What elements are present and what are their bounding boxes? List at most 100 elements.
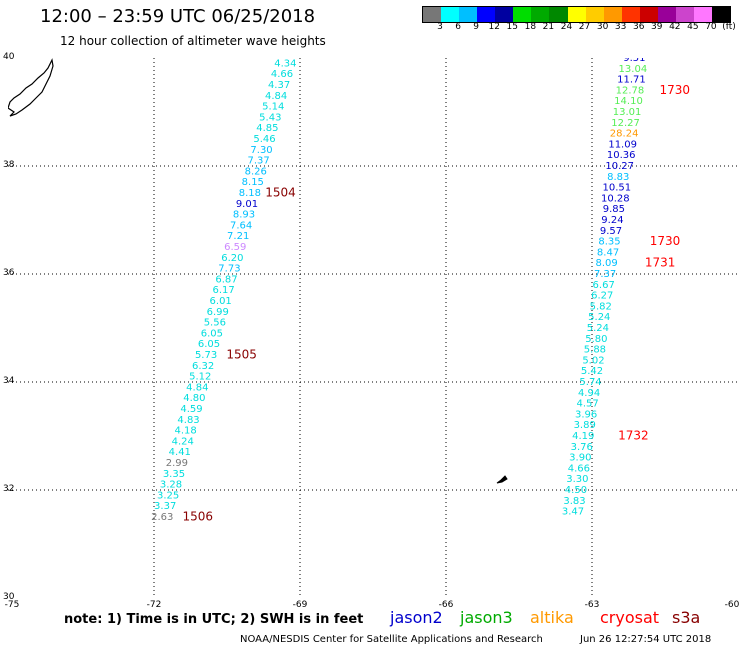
- colorbar-label: 12: [488, 22, 500, 32]
- colorbar-swatch: [639, 7, 658, 22]
- colorbar-label: 30: [596, 22, 609, 32]
- colorbar-label: 36: [632, 22, 645, 32]
- wave-height-value: 5.82: [590, 301, 612, 312]
- colorbar-label: 15: [506, 22, 519, 32]
- latitude-tick-label: 30: [3, 592, 15, 602]
- wave-height-value: 7.37: [248, 156, 270, 167]
- wave-height-value: 6.27: [591, 291, 613, 302]
- credit-line: NOAA/NESDIS Center for Satellite Applica…: [240, 634, 543, 645]
- colorbar-swatch: [675, 7, 694, 22]
- wave-height-value: 13.01: [613, 107, 642, 118]
- wave-height-value: 4.84: [186, 382, 208, 393]
- wave-height-value: 9.01: [236, 199, 258, 210]
- colorbar-label: 42: [669, 22, 681, 32]
- units-note: note: 1) Time is in UTC; 2) SWH is in fe…: [64, 612, 364, 627]
- wave-height-value: 5.56: [204, 318, 226, 329]
- wave-height-value: 7.37: [594, 269, 616, 280]
- colorbar-swatch: [567, 7, 586, 22]
- longitude-tick-label: -72: [146, 600, 162, 610]
- wave-height-value: 8.47: [597, 247, 619, 258]
- wave-height-value: 3.28: [160, 480, 182, 491]
- wave-height-value: 14.10: [614, 96, 643, 107]
- coastline-outline: [8, 58, 54, 117]
- pass-time-label: 1504: [265, 186, 296, 200]
- wave-height-value: 11.09: [608, 139, 637, 150]
- wave-height-value: 5.88: [584, 345, 606, 356]
- wave-height-value: 6.32: [192, 361, 214, 372]
- colorbar-labels: 3 6 9 12 15 18 21 24 27 30 33 36 39 42 45 70 (ft): [422, 22, 738, 34]
- colorbar-swatch: [423, 7, 442, 22]
- colorbar-swatch: [459, 7, 478, 22]
- wave-height-value: 5.43: [259, 112, 281, 123]
- colorbar-swatch: [585, 7, 604, 22]
- wave-height-value: 2.99: [166, 458, 188, 469]
- wave-height-value: 6.67: [593, 280, 615, 291]
- longitude-tick-label: -63: [584, 600, 600, 610]
- wave-height-value: 6.99: [207, 307, 229, 318]
- colorbar-label: 9: [473, 22, 480, 32]
- colorbar-swatch: [441, 7, 460, 22]
- satellite-legend-altika: altika: [530, 608, 574, 627]
- wave-height-value: 6.01: [210, 296, 232, 307]
- wave-height-value: 9.57: [600, 226, 622, 237]
- wave-height-value: 3.90: [569, 453, 591, 464]
- latitude-tick-label: 36: [3, 268, 15, 278]
- wave-height-value: 3.25: [157, 490, 179, 501]
- wave-height-value: 8.83: [607, 172, 629, 183]
- latitude-tick-label: 38: [3, 160, 15, 170]
- wave-height-value: 4.57: [576, 399, 598, 410]
- wave-height-value: 10.27: [605, 161, 634, 172]
- colorbar-swatch: [712, 7, 731, 22]
- wave-height-value: 5.12: [189, 372, 211, 383]
- wave-height-value: 4.34: [274, 58, 296, 69]
- wave-height-value: 28.24: [610, 129, 639, 140]
- longitude-tick-label: -69: [292, 600, 308, 610]
- latitude-tick-label: 40: [3, 52, 15, 62]
- colorbar-swatch: [603, 7, 622, 22]
- wave-height-value: 7.64: [230, 220, 252, 231]
- wave-height-value: 8.09: [595, 258, 617, 269]
- wave-height-value: 12.27: [611, 118, 640, 129]
- wave-height-value: 6.59: [224, 242, 246, 253]
- wave-height-value: 11.71: [617, 75, 646, 86]
- colorbar-label: 70: [705, 22, 717, 32]
- wave-height-value: 3.76: [571, 442, 593, 453]
- wave-height-value: 4.41: [169, 447, 191, 458]
- colorbar-swatch: [693, 7, 712, 22]
- wave-height-value: 10.51: [602, 183, 631, 194]
- wave-height-value: 4.18: [175, 426, 197, 437]
- colorbar-swatch: [621, 7, 640, 22]
- wave-height-value: 9.24: [601, 215, 623, 226]
- wave-height-value: 8.15: [242, 177, 264, 188]
- wave-height-value: 12.78: [616, 85, 645, 96]
- page-title: 12:00 – 23:59 UTC 06/25/2018: [40, 6, 316, 27]
- wave-height-value: 8.18: [239, 188, 261, 199]
- longitude-tick-label: -60: [724, 600, 740, 610]
- wave-height-value: 7.73: [218, 264, 240, 275]
- wave-height-value: 4.80: [183, 393, 205, 404]
- wave-height-value: 3.35: [163, 469, 185, 480]
- colorbar-label: 27: [578, 22, 591, 32]
- wave-height-value: 10.36: [607, 150, 636, 161]
- wave-height-value: 4.83: [177, 415, 199, 426]
- wave-height-value: 5.80: [585, 334, 607, 345]
- wave-height-value: 6.20: [221, 253, 243, 264]
- wave-height-value: 7.30: [250, 145, 272, 156]
- wave-height-value: 4.66: [568, 463, 590, 474]
- wave-height-value: 13.04: [619, 64, 648, 75]
- wave-height-value: 3.96: [575, 409, 597, 420]
- wave-height-value: 8.26: [245, 166, 267, 177]
- wave-height-value: 3.89: [574, 420, 596, 431]
- wave-height-value: 5.42: [581, 366, 603, 377]
- colorbar-label: 39: [651, 22, 663, 32]
- colorbar-label: (ft): [722, 22, 736, 32]
- generated-timestamp: Jun 26 12:27:54 UTC 2018: [580, 634, 712, 645]
- pass-time-label: 1730: [650, 234, 681, 248]
- wave-height-value: 5.73: [195, 350, 217, 361]
- wave-height-value: 5.46: [253, 134, 275, 145]
- longitude-tick-label: -75: [4, 600, 20, 610]
- wave-height-value: 5.74: [579, 377, 601, 388]
- wave-height-value: 4.19: [572, 431, 594, 442]
- wave-height-value: 3.30: [566, 474, 588, 485]
